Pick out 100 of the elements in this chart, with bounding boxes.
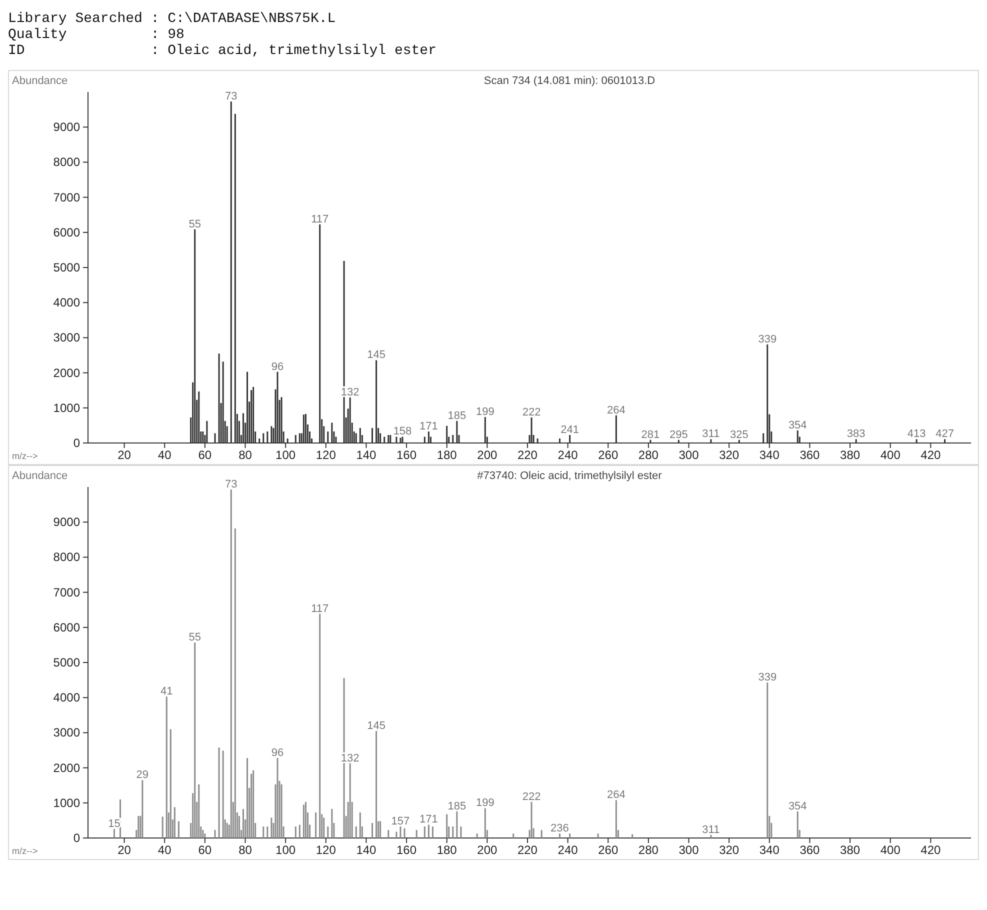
annotation: 325 [730, 428, 748, 441]
x-tick-label: 300 [678, 843, 700, 857]
annotation: 339 [758, 672, 777, 684]
annotation: 339 [758, 333, 777, 346]
x-tick-label: 220 [517, 843, 538, 857]
annotation: 96 [271, 747, 284, 760]
y-tick-label: 8000 [53, 155, 80, 170]
annotation: 383 [846, 428, 866, 440]
x-tick-label: 140 [356, 843, 377, 857]
annotation: 295 [670, 428, 688, 441]
x-tick-label: 260 [598, 843, 618, 857]
x-tick-label: 220 [517, 448, 538, 462]
annotation: 264 [607, 789, 626, 802]
x-tick-label: 400 [880, 843, 901, 857]
annotation: 158 [393, 426, 412, 438]
annotation: 145 [367, 720, 386, 732]
x-tick-label: 280 [638, 843, 659, 857]
y-axis-title: Abundance [12, 470, 68, 482]
y-tick-label: 7000 [53, 585, 80, 600]
y-tick-label: 9000 [53, 515, 80, 530]
y-tick-label: 3000 [53, 330, 80, 345]
x-tick-label: 180 [436, 843, 458, 857]
x-tick-label: 20 [118, 448, 132, 462]
annotation: 222 [522, 790, 541, 803]
y-tick-label: 3000 [53, 726, 80, 740]
chart-title: #73740: Oleic acid, trimethylsilyl ester [477, 470, 662, 482]
x-tick-label: 420 [920, 843, 942, 857]
x-tick-label: 240 [558, 448, 578, 462]
y-tick-label: 8000 [53, 550, 80, 564]
x-tick-label: 40 [158, 843, 172, 857]
annotation: 199 [476, 406, 494, 418]
annotation: 311 [702, 428, 720, 440]
x-tick-label: 320 [719, 448, 740, 462]
x-tick-label: 100 [276, 448, 296, 462]
x-tick-label: 120 [316, 843, 336, 857]
y-tick-label: 9000 [53, 120, 80, 134]
x-tick-label: 380 [840, 448, 860, 462]
annotation: 185 [448, 800, 466, 812]
x-axis-title: m/z--> [12, 846, 38, 856]
annotation: 311 [702, 824, 720, 836]
x-tick-label: 120 [316, 448, 336, 462]
x-tick-label: 20 [118, 843, 132, 857]
y-tick-label: 5000 [53, 656, 80, 670]
annotation: 55 [188, 632, 201, 644]
annotation: 236 [550, 822, 569, 834]
x-tick-label: 400 [880, 448, 901, 462]
x-tick-label: 300 [678, 448, 700, 462]
x-tick-label: 200 [477, 448, 498, 462]
x-tick-label: 100 [276, 843, 296, 857]
x-axis-title: m/z--> [12, 451, 38, 461]
x-tick-label: 260 [598, 448, 618, 462]
annotation: 281 [641, 428, 660, 441]
text: Library Searched : C:\DATABASE\NBS75K.L [8, 11, 336, 27]
annotation: 96 [271, 360, 284, 373]
y-tick-label: 0 [73, 831, 80, 845]
annotation: 171 [420, 420, 438, 432]
annotation: 185 [448, 410, 466, 422]
x-tick-label: 80 [238, 448, 252, 462]
text: ID : Oleic acid, trimethylsilyl ester [8, 43, 436, 59]
x-tick-label: 380 [840, 843, 860, 857]
y-tick-label: 1000 [53, 400, 80, 415]
annotation: 41 [160, 686, 173, 698]
annotation: 241 [560, 424, 579, 436]
y-tick-label: 7000 [53, 190, 80, 204]
annotation: 157 [391, 815, 410, 828]
x-tick-label: 160 [396, 843, 417, 857]
text: Quality : 98 [8, 27, 184, 43]
x-tick-label: 240 [558, 843, 578, 857]
y-tick-label: 5000 [53, 260, 80, 274]
x-tick-label: 420 [920, 448, 942, 462]
y-tick-label: 2000 [53, 760, 80, 775]
x-tick-label: 340 [759, 448, 780, 462]
x-tick-label: 80 [238, 843, 252, 857]
annotation: 427 [936, 428, 954, 440]
annotation: 354 [788, 419, 807, 432]
x-tick-label: 200 [477, 843, 498, 857]
annotation: 199 [476, 797, 494, 810]
x-tick-label: 360 [800, 448, 820, 462]
annotation: 171 [420, 814, 438, 826]
annotation: 354 [788, 800, 807, 812]
y-tick-label: 0 [73, 436, 80, 450]
y-tick-label: 4000 [53, 690, 80, 705]
x-tick-label: 360 [800, 843, 820, 857]
x-tick-label: 160 [396, 448, 417, 462]
chart-title: Scan 734 (14.081 min): 0601013.D [484, 75, 656, 87]
y-tick-label: 4000 [53, 296, 80, 310]
annotation: 145 [367, 349, 386, 362]
x-tick-label: 320 [719, 843, 740, 857]
annotation: 73 [225, 90, 238, 103]
y-tick-label: 1000 [53, 796, 80, 810]
annotation: 117 [311, 213, 329, 226]
annotation: 55 [188, 218, 201, 230]
y-axis-title: Abundance [12, 75, 68, 87]
y-tick-label: 6000 [53, 225, 80, 240]
x-tick-label: 140 [356, 448, 377, 462]
annotation: 117 [311, 602, 329, 615]
y-tick-label: 6000 [53, 620, 80, 634]
annotation: 264 [607, 404, 626, 416]
x-tick-label: 340 [759, 843, 780, 857]
annotation: 29 [136, 769, 149, 782]
